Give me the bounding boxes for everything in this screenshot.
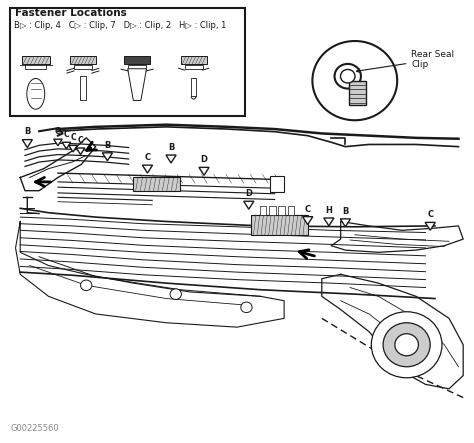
Polygon shape — [22, 140, 32, 148]
Polygon shape — [199, 167, 209, 175]
Text: B▷ : Clip, 4   C▷ : Clip, 7   D▷ : Clip, 2   H▷ : Clip, 1: B▷ : Clip, 4 C▷ : Clip, 7 D▷ : Clip, 2 H… — [14, 21, 226, 30]
Text: C: C — [70, 133, 76, 142]
Text: C: C — [78, 136, 83, 145]
Polygon shape — [166, 155, 176, 163]
Bar — [25, 65, 46, 69]
Bar — [251, 215, 308, 235]
Text: H: H — [326, 206, 332, 215]
Bar — [181, 56, 207, 64]
Text: C: C — [55, 127, 61, 136]
Text: C: C — [427, 210, 433, 219]
Text: C: C — [305, 205, 311, 214]
Polygon shape — [102, 153, 112, 161]
Text: Rear Seal
Clip: Rear Seal Clip — [356, 50, 455, 73]
Bar — [22, 56, 50, 64]
Text: B: B — [104, 141, 110, 150]
Polygon shape — [69, 145, 77, 152]
Bar — [133, 178, 181, 190]
Text: D: D — [201, 155, 208, 164]
Bar — [124, 56, 150, 64]
Text: B: B — [342, 207, 348, 216]
Text: B: B — [168, 143, 174, 152]
Text: C: C — [64, 130, 69, 139]
Polygon shape — [76, 148, 85, 155]
Bar — [185, 65, 202, 69]
Text: D: D — [245, 189, 252, 198]
Text: Fastener Locations: Fastener Locations — [15, 8, 127, 18]
Circle shape — [81, 280, 92, 291]
Polygon shape — [54, 139, 62, 146]
Polygon shape — [425, 222, 435, 230]
Bar — [191, 78, 196, 96]
Bar — [278, 206, 285, 215]
Bar — [288, 206, 294, 215]
Circle shape — [340, 70, 355, 83]
Bar — [70, 56, 96, 64]
Circle shape — [241, 302, 252, 313]
Circle shape — [312, 41, 397, 120]
Polygon shape — [142, 165, 153, 173]
Bar — [74, 65, 92, 69]
Bar — [80, 76, 86, 101]
Polygon shape — [62, 142, 71, 149]
Bar — [260, 206, 266, 215]
Circle shape — [395, 334, 419, 356]
Polygon shape — [128, 69, 146, 101]
Circle shape — [170, 289, 182, 299]
Bar — [128, 65, 146, 69]
Text: B: B — [24, 127, 30, 136]
Bar — [349, 81, 365, 105]
Bar — [270, 176, 284, 191]
Circle shape — [335, 64, 361, 89]
Circle shape — [383, 323, 430, 367]
Bar — [269, 206, 276, 215]
Text: G00225560: G00225560 — [11, 424, 59, 433]
Polygon shape — [244, 201, 254, 209]
Text: C: C — [145, 153, 151, 162]
Polygon shape — [340, 219, 350, 227]
Polygon shape — [302, 217, 313, 225]
Ellipse shape — [27, 78, 45, 109]
Polygon shape — [324, 218, 334, 226]
Bar — [10, 8, 246, 116]
Circle shape — [371, 312, 442, 378]
